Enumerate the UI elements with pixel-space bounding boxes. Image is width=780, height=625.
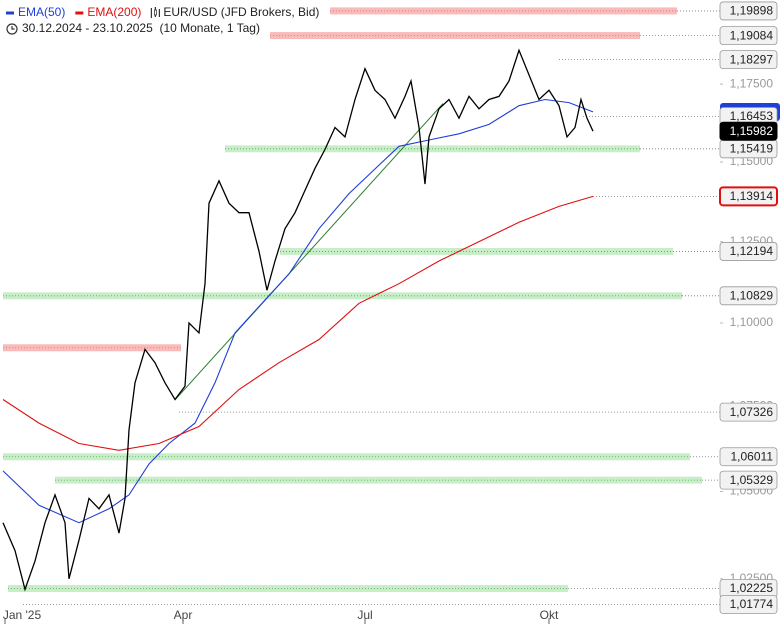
level-band — [3, 453, 690, 461]
legend-candle-body — [153, 9, 157, 16]
price-box-label: 1,15419 — [730, 141, 774, 155]
price-box-label: 1,06011 — [731, 449, 774, 463]
price-box — [719, 470, 778, 490]
legend: EMA(50) EMA(200) EUR/USD (JFD Brokers, Bid… — [6, 5, 319, 19]
level-band — [55, 476, 702, 484]
price-box — [719, 286, 778, 306]
price-box-label: 1,07326 — [730, 405, 774, 419]
price-box-label: 1,16453 — [730, 109, 774, 123]
series-line — [2, 195, 594, 451]
price-box — [719, 595, 778, 614]
legend-label: EUR/USD (JFD Brokers, Bid) — [163, 5, 319, 19]
price-box-label: 1,10829 — [730, 288, 774, 302]
price-box — [719, 402, 778, 422]
series-line — [2, 48, 594, 592]
price-box-label: 1,01774 — [730, 597, 774, 611]
series-line — [2, 98, 594, 524]
x-tick-label: Apr — [174, 608, 193, 622]
x-tick-label: Jan '25 — [3, 608, 42, 622]
legend-label: EMA(50) — [18, 5, 65, 19]
level-band — [330, 7, 677, 15]
price-box-label: 1,05329 — [730, 473, 774, 487]
price-box — [719, 186, 778, 207]
price-box — [719, 50, 778, 70]
level-band — [3, 344, 181, 352]
price-box-label: 1,18297 — [730, 52, 774, 66]
y-tick-label: 1,10000 — [730, 315, 774, 329]
y-tick-label: 1,17500 — [730, 76, 774, 90]
clock-hand — [11, 26, 15, 30]
price-box — [719, 121, 778, 141]
legend-label: EMA(200) — [87, 5, 141, 19]
price-box — [719, 26, 778, 45]
price-box — [719, 1, 778, 21]
subtitle-row: 30.12.2024 - 23.10.2025 (10 Monate, 1 Ta… — [6, 21, 260, 35]
price-box-label: 1,15982 — [730, 124, 774, 138]
price-box-label: 1,19084 — [730, 28, 774, 42]
price-box-label: 1,19898 — [730, 4, 774, 18]
subtitle: 30.12.2024 - 23.10.2025 (10 Monate, 1 Ta… — [22, 21, 260, 35]
price-box-label: 1,12194 — [730, 244, 774, 258]
price-box — [719, 447, 778, 467]
x-tick-label: Okt — [540, 608, 559, 622]
trendline — [174, 103, 444, 401]
price-box — [719, 242, 778, 261]
level-band — [270, 32, 640, 40]
price-box-label: 1,13914 — [730, 189, 774, 203]
level-band — [280, 247, 673, 255]
x-tick-label: Jul — [357, 608, 372, 622]
price-box-label: 1,02225 — [730, 581, 774, 595]
clock-icon — [6, 23, 18, 35]
